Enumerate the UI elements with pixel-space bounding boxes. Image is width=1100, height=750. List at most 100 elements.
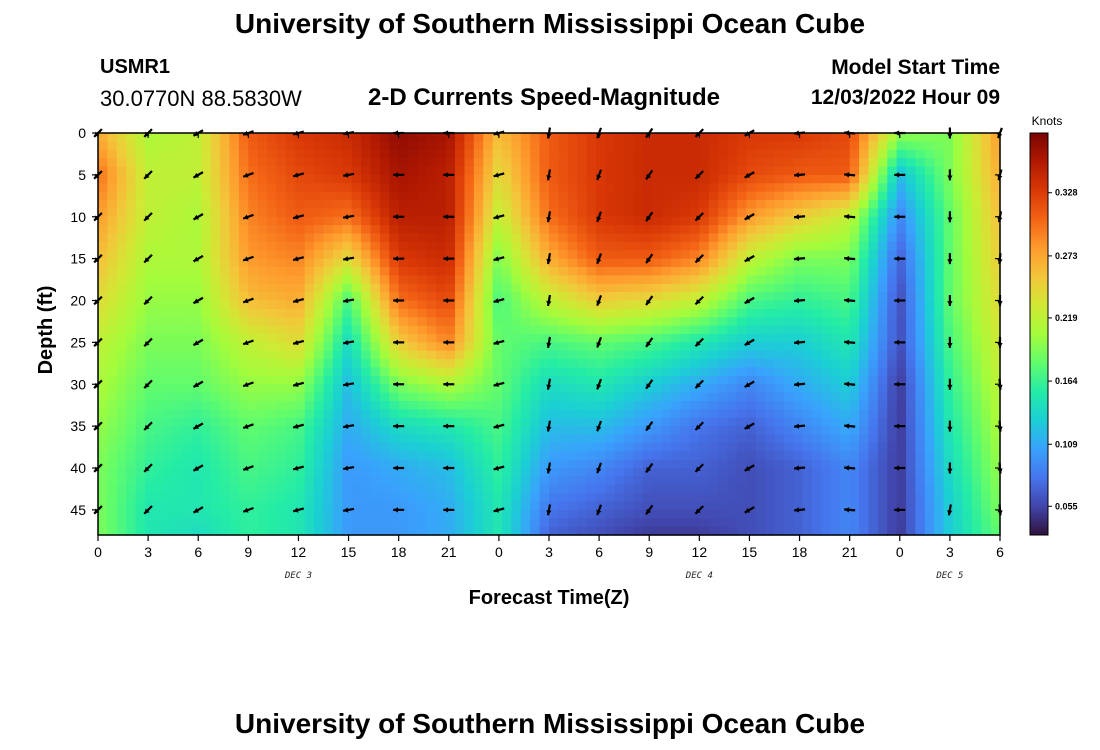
heatmap-cell — [98, 300, 108, 310]
heatmap-cell — [708, 133, 719, 142]
heatmap-cell — [267, 476, 278, 486]
heatmap-cell — [191, 174, 202, 184]
heatmap-cell — [577, 367, 588, 377]
heatmap-cell — [210, 342, 221, 352]
heatmap-cell — [567, 233, 578, 243]
heatmap-cell — [257, 459, 268, 469]
heatmap-cell — [586, 350, 597, 360]
heatmap-cell — [812, 434, 823, 444]
heatmap-cell — [981, 208, 992, 218]
heatmap-cell — [323, 258, 334, 268]
heatmap-cell — [971, 200, 982, 209]
heatmap-cell — [934, 300, 945, 310]
heatmap-cell — [314, 183, 325, 193]
heatmap-cell — [191, 468, 202, 477]
heatmap-cell — [361, 409, 372, 419]
heatmap-cell — [924, 241, 935, 251]
heatmap-cell — [323, 208, 334, 218]
heatmap-cell — [840, 501, 851, 511]
heatmap-cell — [934, 468, 945, 477]
heatmap-cell — [736, 267, 747, 276]
heatmap-cell — [708, 518, 719, 528]
heatmap-cell — [727, 392, 738, 402]
heatmap-cell — [492, 133, 503, 142]
heatmap-cell — [267, 493, 278, 503]
heatmap-cell — [323, 133, 334, 142]
heatmap-cell — [821, 283, 832, 293]
heatmap-cell — [389, 166, 400, 176]
current-vector-head — [646, 299, 651, 306]
heatmap-cell — [285, 183, 296, 193]
heatmap-cell — [774, 174, 785, 184]
heatmap-cell — [567, 258, 578, 268]
heatmap-cell — [821, 375, 832, 385]
heatmap-cell — [605, 518, 616, 528]
heatmap-cell — [774, 375, 785, 385]
heatmap-cell — [783, 183, 794, 193]
heatmap-cell — [370, 141, 381, 151]
heatmap-cell — [539, 476, 550, 486]
heatmap-cell — [671, 166, 682, 176]
heatmap-cell — [238, 149, 249, 159]
heatmap-cell — [126, 317, 137, 327]
heatmap-cell — [849, 149, 860, 159]
heatmap-cell — [210, 267, 221, 276]
heatmap-cell — [849, 426, 860, 436]
heatmap-cell — [821, 409, 832, 419]
heatmap-cell — [567, 401, 578, 410]
heatmap-cell — [539, 258, 550, 268]
heatmap-cell — [830, 367, 841, 377]
heatmap-cell — [173, 149, 184, 159]
heatmap-cell — [332, 149, 343, 159]
heatmap-cell — [896, 308, 907, 318]
current-vector — [242, 506, 254, 513]
heatmap-cell — [182, 317, 193, 327]
heatmap-cell — [126, 484, 137, 494]
heatmap-cell — [370, 484, 381, 494]
heatmap-cell — [746, 417, 757, 427]
heatmap-cell — [849, 417, 860, 427]
heatmap-cell — [220, 250, 231, 260]
heatmap-cell — [520, 191, 531, 201]
heatmap-cell — [736, 149, 747, 159]
heatmap-cell — [877, 442, 888, 452]
heatmap-cell — [877, 375, 888, 385]
heatmap-cell — [116, 283, 127, 293]
heatmap-cell — [624, 451, 635, 461]
heatmap-cell — [642, 451, 653, 461]
heatmap-cell — [135, 283, 146, 293]
heatmap-cell — [859, 158, 870, 168]
heatmap-cell — [943, 484, 954, 494]
heatmap-cell — [304, 275, 315, 285]
heatmap-cell — [887, 367, 898, 377]
heatmap-cell — [314, 392, 325, 402]
heatmap-cell — [464, 434, 475, 444]
heatmap-cell — [849, 133, 860, 142]
heatmap-cell — [699, 459, 710, 469]
heatmap-cell — [689, 367, 700, 377]
heatmap-cell — [755, 133, 766, 142]
heatmap-cell — [426, 459, 437, 469]
heatmap-cell — [943, 518, 954, 528]
heatmap-cell — [783, 526, 794, 536]
heatmap-cell — [126, 459, 137, 469]
current-vector-head — [393, 381, 398, 387]
heatmap-cell — [614, 442, 625, 452]
heatmap-cell — [98, 426, 108, 436]
heatmap-cell — [163, 442, 174, 452]
heatmap-cell — [971, 208, 982, 218]
heatmap-cell — [727, 334, 738, 343]
heatmap-cell — [680, 476, 691, 486]
heatmap-cell — [502, 267, 513, 276]
heatmap-cell — [840, 241, 851, 251]
heatmap-cell — [370, 518, 381, 528]
current-vector-head — [493, 423, 499, 429]
heatmap-cell — [812, 292, 823, 302]
heatmap-cell — [924, 334, 935, 343]
heatmap-cell — [201, 283, 212, 293]
current-vector — [292, 465, 305, 471]
heatmap-cell — [558, 225, 569, 235]
heatmap-cell — [210, 200, 221, 209]
heatmap-cell — [107, 526, 118, 536]
heatmap-cell — [154, 417, 165, 427]
